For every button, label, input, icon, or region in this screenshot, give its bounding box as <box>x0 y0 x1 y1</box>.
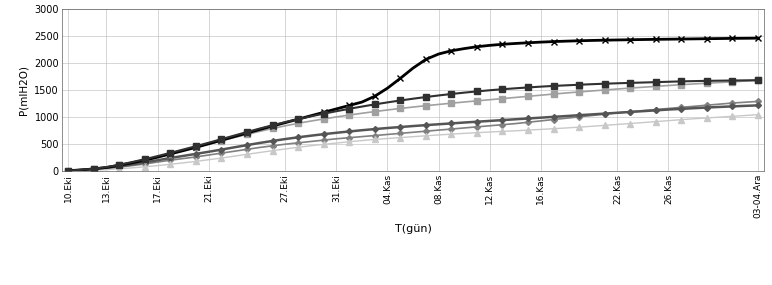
13-%10 Alkali <box>740 36 750 40</box>
13-%10 Alkali <box>319 111 328 114</box>
11-%6 Alkali <box>676 83 686 86</box>
9-%3 Alkali <box>229 150 239 153</box>
10-%3 Alkali <box>319 133 328 136</box>
10-%3 Alkali <box>191 152 201 156</box>
12-%10 Alkali <box>229 154 239 158</box>
12-%10 Alkali <box>753 113 763 116</box>
14-%13 Alkali <box>319 112 328 115</box>
13-%10 Alkali <box>676 37 686 41</box>
14-%13 Alkali <box>141 158 150 161</box>
9-%3 Alkali <box>676 106 686 109</box>
12-%10 Alkali <box>63 169 73 173</box>
10-%3 Alkali <box>229 146 239 149</box>
10-%3 Alkali <box>141 161 150 164</box>
13-%10 Alkali <box>229 135 239 139</box>
Line: 12-%10 Alkali: 12-%10 Alkali <box>66 112 760 174</box>
14-%13 Alkali <box>676 80 686 83</box>
Line: 10-%3 Alkali: 10-%3 Alkali <box>66 103 760 173</box>
9-%3 Alkali <box>319 139 328 142</box>
10-%3 Alkali <box>676 107 686 111</box>
11-%6 Alkali <box>63 169 73 172</box>
11-%6 Alkali <box>753 79 763 82</box>
11-%6 Alkali <box>319 117 328 121</box>
11-%6 Alkali <box>141 158 150 161</box>
12-%10 Alkali <box>319 143 328 146</box>
14-%13 Alkali <box>740 79 750 82</box>
9-%3 Alkali <box>753 100 763 103</box>
9-%3 Alkali <box>740 101 750 104</box>
9-%3 Alkali <box>63 169 73 172</box>
9-%3 Alkali <box>191 155 201 159</box>
12-%10 Alkali <box>740 114 750 117</box>
11-%6 Alkali <box>191 146 201 149</box>
10-%3 Alkali <box>753 104 763 107</box>
13-%10 Alkali <box>753 36 763 40</box>
Line: 9-%3 Alkali: 9-%3 Alkali <box>66 99 760 173</box>
9-%3 Alkali <box>141 162 150 166</box>
12-%10 Alkali <box>141 165 150 168</box>
Line: 11-%6 Alkali: 11-%6 Alkali <box>66 78 760 174</box>
13-%10 Alkali <box>191 146 201 149</box>
14-%13 Alkali <box>63 169 73 172</box>
11-%6 Alkali <box>740 80 750 83</box>
10-%3 Alkali <box>63 169 73 172</box>
14-%13 Alkali <box>753 78 763 82</box>
13-%10 Alkali <box>63 169 73 172</box>
11-%6 Alkali <box>229 136 239 139</box>
14-%13 Alkali <box>191 144 201 148</box>
10-%3 Alkali <box>740 104 750 107</box>
Line: 14-%13 Alkali: 14-%13 Alkali <box>66 78 760 174</box>
13-%10 Alkali <box>141 158 150 162</box>
Line: 13-%10 Alkali: 13-%10 Alkali <box>65 35 761 174</box>
14-%13 Alkali <box>229 134 239 137</box>
Y-axis label: P(mlH2O): P(mlH2O) <box>19 65 29 115</box>
12-%10 Alkali <box>191 160 201 163</box>
12-%10 Alkali <box>676 118 686 121</box>
X-axis label: T(gün): T(gün) <box>394 224 432 234</box>
